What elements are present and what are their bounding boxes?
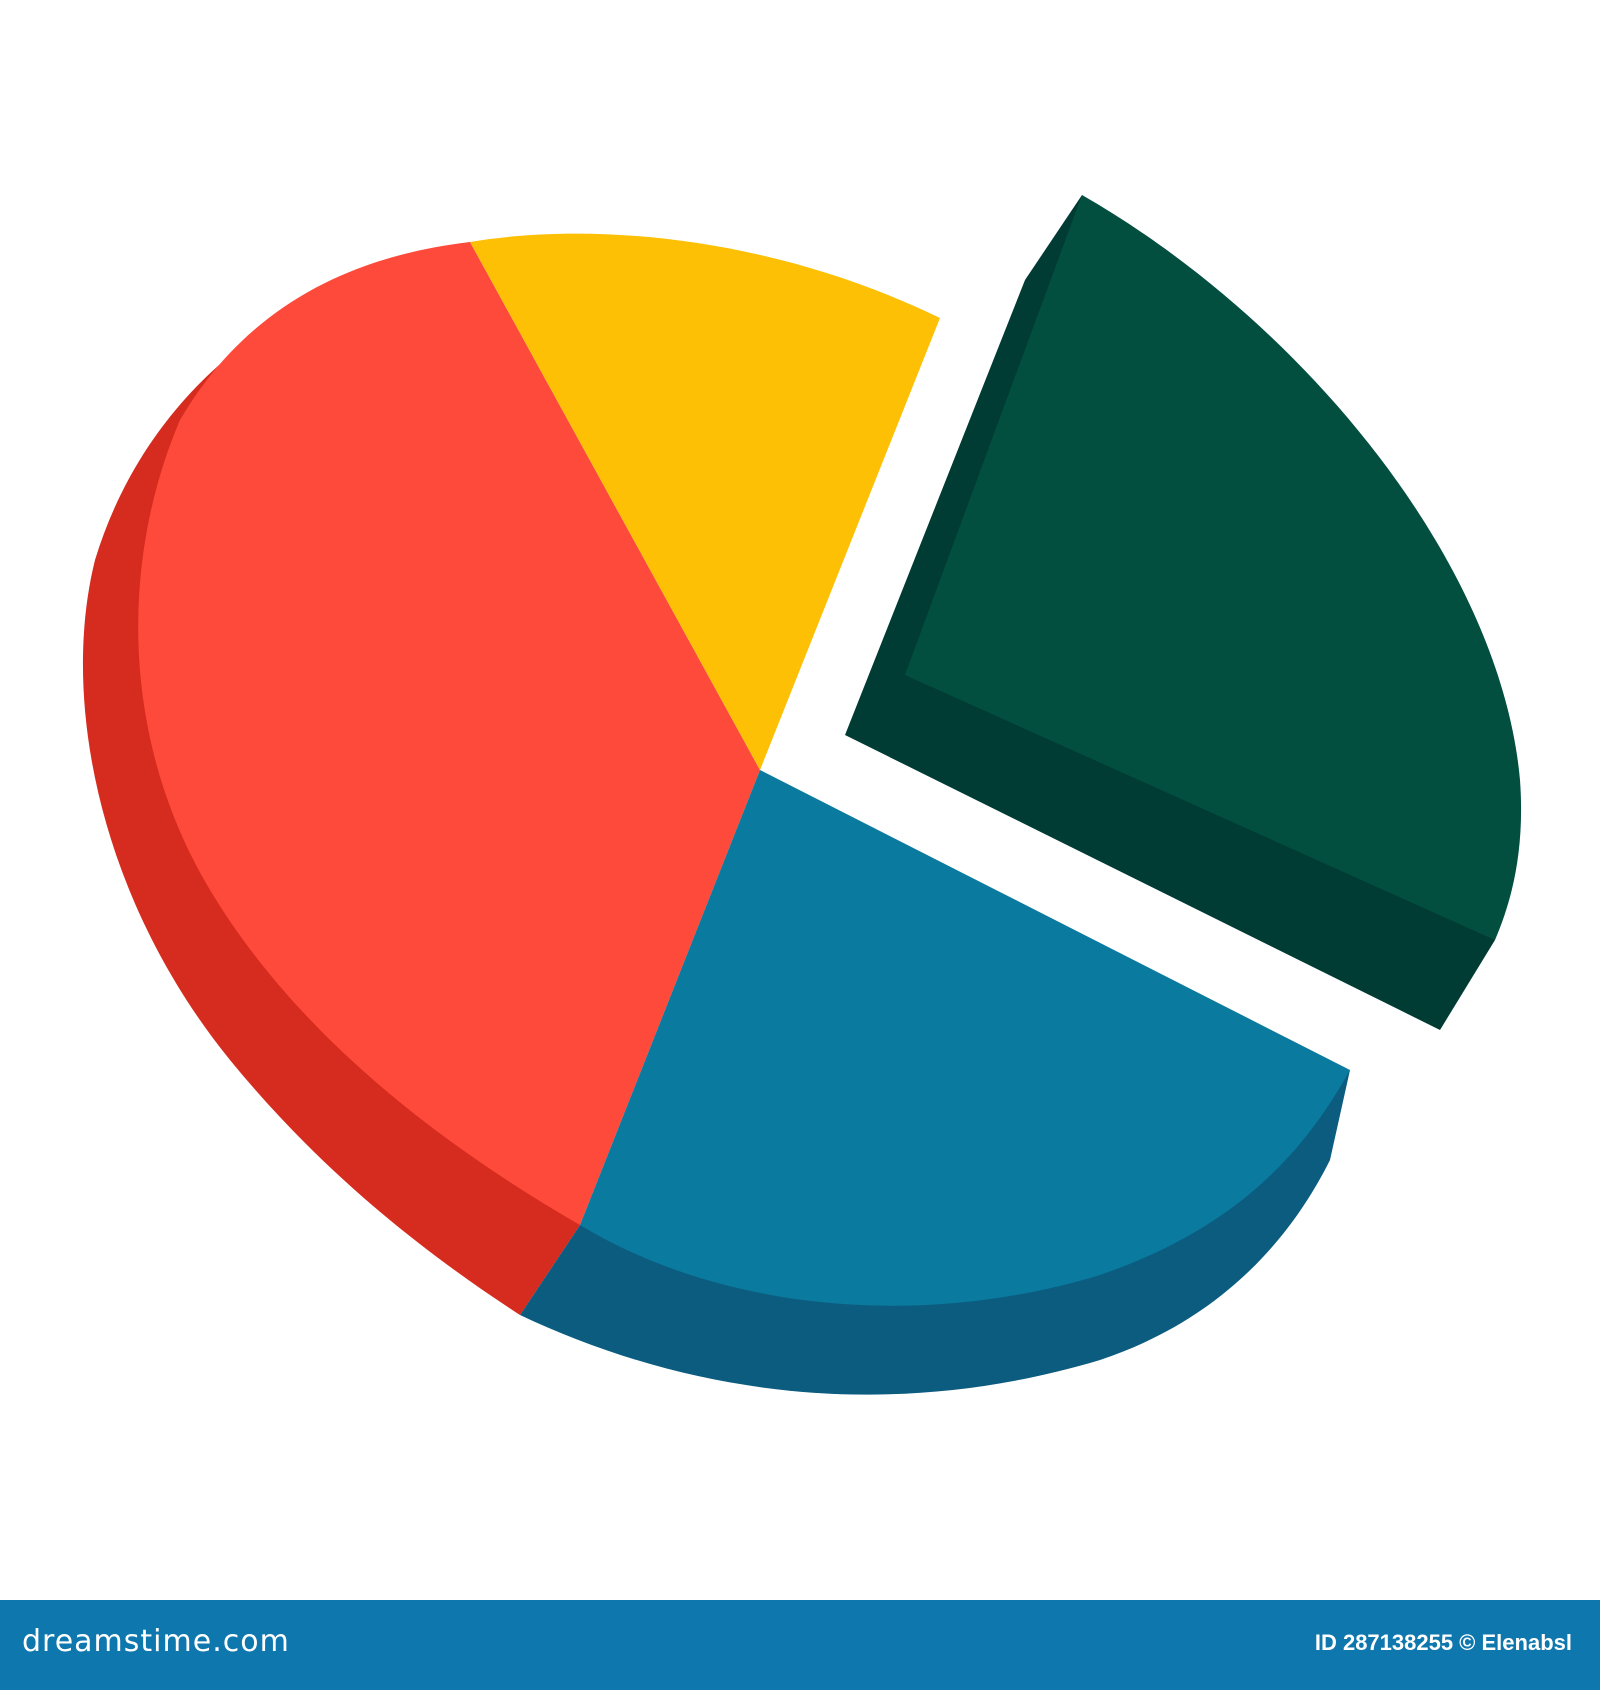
pie-chart-illustration	[82, 195, 1522, 1395]
red-slice-top	[138, 242, 760, 1225]
green-slice-top	[905, 195, 1522, 940]
image-credit: ID 287138255 © Elenabsl	[1314, 1630, 1572, 1655]
blue-slice-top	[580, 770, 1350, 1306]
footer-bar: dreamstime.com ID 287138255 © Elenabsl	[0, 1600, 1600, 1690]
brand-logo: dreamstime.com	[22, 1624, 290, 1659]
yellow-slice-top	[470, 233, 940, 770]
